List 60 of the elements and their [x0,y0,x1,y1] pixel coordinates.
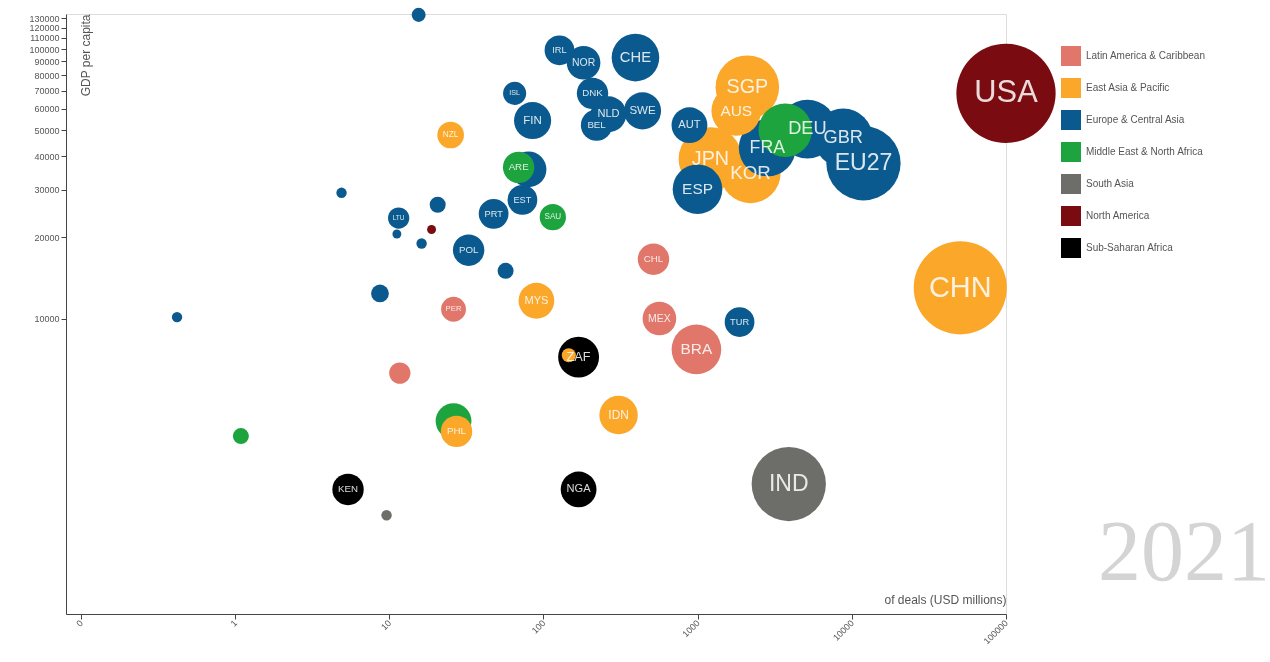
annotation: FRA [749,136,786,157]
annotation: EST [513,194,532,205]
y-tick-label: 60000 [34,104,60,115]
y-axis-title: GDP per capita [78,14,93,97]
annotation: ESP [682,180,713,198]
y-tick-label: 40000 [34,151,60,162]
y-tick-label: 20000 [34,232,60,243]
legend-label: South Asia [1086,178,1135,189]
annotation: NZL [442,129,459,139]
y-tick-label: 90000 [34,56,60,67]
legend-label: East Asia & Pacific [1086,82,1170,93]
annotation: AUT [678,118,701,131]
annotation: KEN [338,483,359,495]
y-tick-label: 120000 [29,23,60,34]
x-tick-label: 0 [74,617,85,629]
annotation: CHE [619,48,652,65]
annotation: NLD [597,107,620,120]
legend-label: North America [1086,210,1150,221]
annotation: PRT [484,208,504,219]
legend-label: Latin America & Caribbean [1086,50,1205,61]
annotation: TUR [730,317,750,328]
annotation: EU27 [834,149,893,176]
y-tick-label: 130000 [29,13,60,24]
annotation: POL [458,244,479,256]
x-tick-label: 10 [379,617,394,633]
annotation: MYS [524,293,549,306]
y-tick-label: 30000 [34,185,60,196]
x-axis-title: of deals (USD millions) [884,592,1007,607]
annotation: IND [768,470,809,497]
annotation: JPN [691,146,730,169]
annotation: FIN [523,113,542,126]
x-tick-label: 100 [529,617,548,636]
y-tick-label: 10000 [34,314,60,324]
annotation: KOR [730,161,771,183]
annotation: PHL [447,425,467,437]
y-tick-label: 70000 [34,86,60,97]
annotation: AUS [720,101,753,119]
annotation: NOR [571,56,596,68]
annotation: ARE [508,161,530,173]
y-tick-label: 110000 [30,33,60,44]
y-tick-label: 80000 [34,70,60,81]
legend-label: Middle East & North Africa [1086,146,1204,157]
y-tick-label: 100000 [29,44,60,55]
annotation: IDN [608,408,629,423]
annotation: SAU [544,212,562,222]
x-tick-label: 1 [228,617,240,629]
annotation: BEL [587,119,607,131]
annotation: SWE [629,103,656,116]
annotation: MEX [648,312,671,324]
legend-label: Sub-Saharan Africa [1086,242,1174,253]
annotation: CHN [928,270,992,303]
annotation: CHL [643,253,664,265]
legend-label: Europe & Central Asia [1086,114,1185,125]
annotation: IRL [552,45,567,56]
annotation: USA [974,74,1039,110]
annotation: NGA [566,482,592,495]
annotation: BRA [680,340,713,358]
y-tick-label: 50000 [34,125,60,136]
annotation: SGP [726,75,769,98]
annotation: DNK [582,87,604,99]
